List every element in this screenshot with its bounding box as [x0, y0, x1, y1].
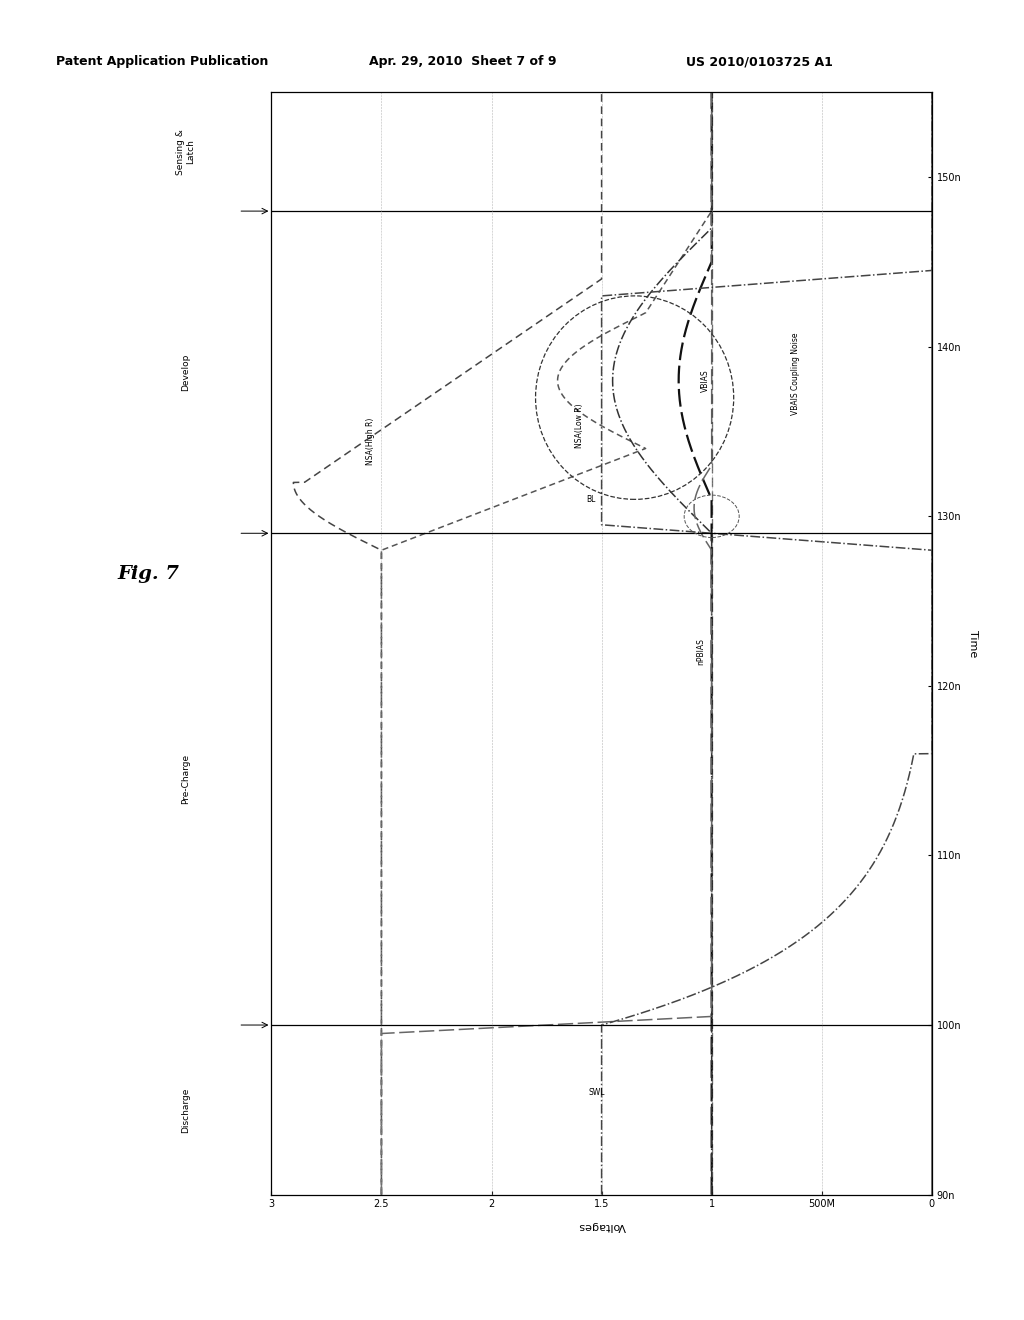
Text: BL: BL	[586, 495, 595, 504]
Text: Discharge: Discharge	[181, 1088, 190, 1133]
Text: SWL: SWL	[589, 1089, 605, 1097]
Text: Sensing &
Latch: Sensing & Latch	[176, 129, 196, 174]
Text: Pre-Charge: Pre-Charge	[181, 754, 190, 804]
Y-axis label: Time: Time	[968, 630, 978, 657]
Text: US 2010/0103725 A1: US 2010/0103725 A1	[686, 55, 833, 69]
Text: VBIAS: VBIAS	[700, 370, 710, 392]
X-axis label: Voltages: Voltages	[578, 1221, 626, 1230]
Text: Patent Application Publication: Patent Application Publication	[56, 55, 268, 69]
Text: nPBIAS: nPBIAS	[696, 639, 706, 665]
Text: Fig. 7: Fig. 7	[118, 565, 180, 583]
Text: Develop: Develop	[181, 354, 190, 391]
Text: VBAIS Coupling Noise: VBAIS Coupling Noise	[791, 333, 800, 414]
Text: NSA(Low R): NSA(Low R)	[575, 404, 584, 449]
Text: NSA(High R): NSA(High R)	[366, 418, 375, 466]
Text: Apr. 29, 2010  Sheet 7 of 9: Apr. 29, 2010 Sheet 7 of 9	[369, 55, 556, 69]
